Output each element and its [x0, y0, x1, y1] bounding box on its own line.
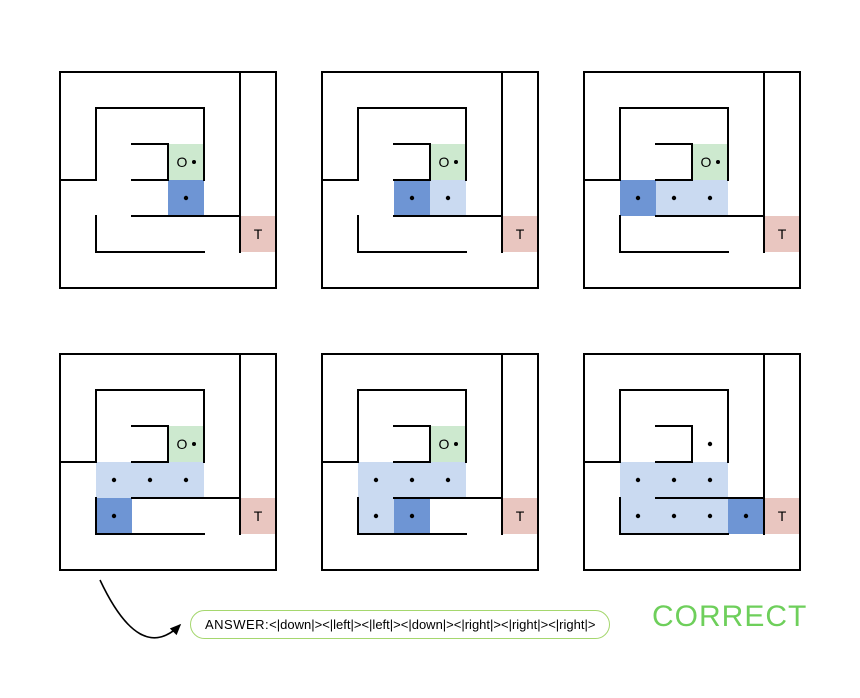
svg-text:T: T: [254, 226, 263, 242]
arrow-to-answer: [80, 560, 200, 665]
svg-text:O: O: [701, 154, 712, 170]
correct-label: CORRECT: [652, 600, 807, 634]
answer-sequence: <|down|><|left|><|left|><|down|><|right|…: [269, 617, 595, 632]
svg-text:T: T: [778, 508, 787, 524]
svg-text:O: O: [439, 436, 450, 452]
maze-frame-1: OT: [320, 70, 540, 290]
maze-frame-5: T: [582, 352, 802, 572]
maze-frame-4: OT: [320, 352, 540, 572]
svg-text:O: O: [177, 154, 188, 170]
maze-frame-0: OT: [58, 70, 278, 290]
svg-text:T: T: [254, 508, 263, 524]
maze-frame-2: OT: [582, 70, 802, 290]
svg-text:T: T: [778, 226, 787, 242]
svg-text:T: T: [516, 226, 525, 242]
answer-bubble: ANSWER: <|down|><|left|><|left|><|down|>…: [190, 610, 610, 639]
figure-root: { "colors": { "origin_cell": "#cde9cf", …: [0, 0, 860, 698]
answer-label: ANSWER:: [205, 617, 269, 632]
maze-frame-3: OT: [58, 352, 278, 572]
svg-text:O: O: [439, 154, 450, 170]
svg-text:O: O: [177, 436, 188, 452]
svg-text:T: T: [516, 508, 525, 524]
